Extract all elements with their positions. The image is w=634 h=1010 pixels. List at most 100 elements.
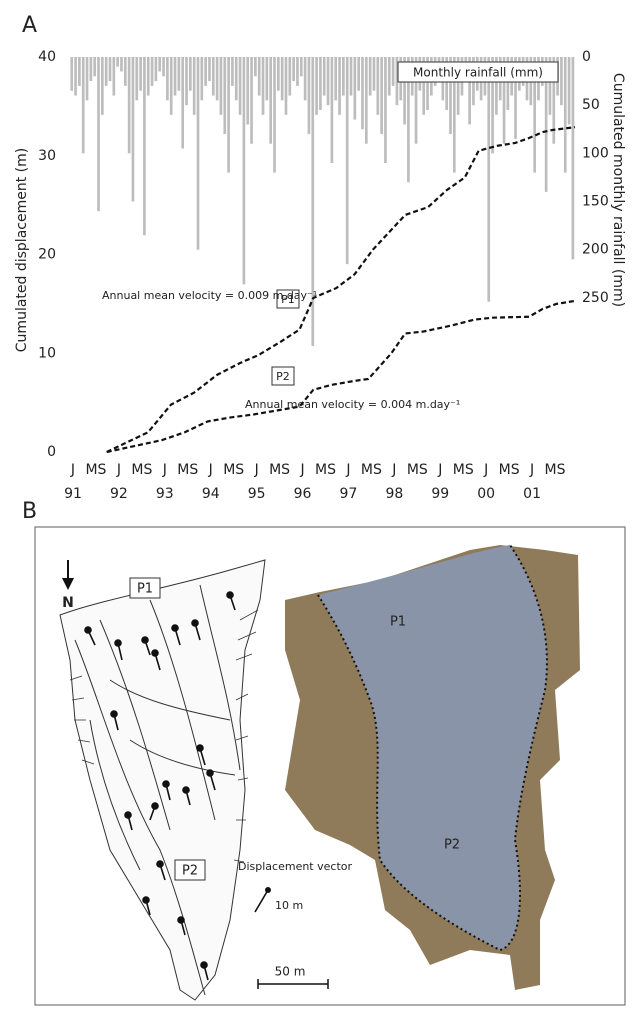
x-tick-label: MS xyxy=(177,462,198,478)
rain-bar xyxy=(89,57,93,82)
rain-bar xyxy=(560,57,563,106)
rain-bar xyxy=(319,57,322,110)
landslide-boundary xyxy=(317,544,548,952)
rain-bar xyxy=(143,57,146,236)
year-label: 00 xyxy=(477,486,495,502)
x-tick-label: MS xyxy=(361,462,382,478)
sketch-map xyxy=(59,559,266,1001)
rain-bar xyxy=(211,57,215,96)
year-label: 01 xyxy=(523,486,541,502)
rain-bar xyxy=(345,57,349,265)
rain-bar xyxy=(563,57,567,173)
y2-tick-label: 150 xyxy=(582,194,609,210)
rain-bar xyxy=(426,57,429,110)
label-box xyxy=(174,859,206,881)
rain-bar xyxy=(135,57,139,101)
year-label: 94 xyxy=(202,486,220,502)
x-tick-label: J xyxy=(437,462,442,478)
legend-scale: 10 m xyxy=(275,899,303,912)
x-tick-label: MS xyxy=(407,462,428,478)
x-tick-label: MS xyxy=(131,462,152,478)
rain-bar xyxy=(552,57,556,144)
rain-bar xyxy=(261,57,265,115)
rain-bar xyxy=(208,57,211,82)
rain-bar xyxy=(200,57,204,101)
y2-tick-label: 100 xyxy=(582,145,609,161)
rain-bar xyxy=(330,57,334,163)
y2-axis-title: Cumulated monthly rainfall (mm) xyxy=(610,73,626,307)
north-arrow-head xyxy=(62,578,74,590)
panel-b: N P1 P2 P1 P2 Displacement vector 10 m 5… xyxy=(34,526,626,1006)
rain-bar xyxy=(353,57,357,120)
rain-bar xyxy=(204,57,207,86)
rain-bar xyxy=(357,57,361,91)
rain-bar xyxy=(181,57,185,149)
year-label: 95 xyxy=(248,486,266,502)
rain-bar xyxy=(127,57,131,154)
rain-bar xyxy=(322,57,326,96)
rain-bar xyxy=(299,57,303,77)
year-label: 91 xyxy=(64,486,82,502)
rain-bar xyxy=(246,57,250,125)
rain-bar xyxy=(380,57,383,135)
x-tick-label: MS xyxy=(223,462,244,478)
rain-bar xyxy=(162,57,165,77)
rain-bar xyxy=(166,57,169,101)
legend-label: Monthly rainfall (mm) xyxy=(413,66,543,80)
y-tick-label: 0 xyxy=(47,444,56,460)
x-tick-label: J xyxy=(116,462,121,478)
rain-bar xyxy=(544,57,548,192)
rain-bar xyxy=(452,57,456,173)
series-label: P2 xyxy=(276,370,290,383)
rain-bar xyxy=(334,57,338,101)
rain-bar xyxy=(85,57,89,101)
displacement-line xyxy=(106,126,576,453)
y2-tick-label: 200 xyxy=(582,242,609,258)
rain-bar xyxy=(93,57,97,77)
y-axis-title: Cumulated displacement (m) xyxy=(14,148,30,352)
label-box xyxy=(129,577,161,599)
rain-bar xyxy=(104,57,108,86)
series-label-box xyxy=(271,366,295,386)
x-tick-label: J xyxy=(254,462,259,478)
rain-bar xyxy=(223,57,227,135)
rain-bar xyxy=(284,57,288,115)
rain-bar xyxy=(108,57,112,82)
series-label-box xyxy=(276,289,300,309)
rain-bar xyxy=(227,57,230,173)
rain-bar xyxy=(116,57,119,67)
y-tick-label: 40 xyxy=(38,49,56,65)
legend-vector-head xyxy=(265,887,271,893)
legend-vector xyxy=(254,889,269,913)
rain-bar xyxy=(254,57,257,77)
year-label: 98 xyxy=(385,486,403,502)
x-tick-label: J xyxy=(208,462,213,478)
x-tick-label: MS xyxy=(545,462,566,478)
y2-tick-label: 50 xyxy=(582,97,600,113)
y-tick-label: 10 xyxy=(38,345,56,361)
rain-bar xyxy=(395,57,399,106)
rain-bar xyxy=(403,57,406,125)
rain-bar xyxy=(548,57,552,115)
rain-bar xyxy=(97,57,100,212)
rain-bar xyxy=(234,57,238,101)
rain-bar xyxy=(78,57,81,86)
north-label: N xyxy=(62,595,74,611)
rain-bar xyxy=(257,57,261,96)
rain-bar xyxy=(384,57,387,163)
rain-bar xyxy=(307,57,311,135)
panel-label: B xyxy=(22,499,37,524)
rain-bar xyxy=(188,57,192,91)
rain-bar xyxy=(196,57,200,250)
rain-bar xyxy=(487,57,491,302)
x-tick-label: J xyxy=(483,462,488,478)
x-tick-label: MS xyxy=(269,462,290,478)
rain-bar xyxy=(269,57,273,144)
rain-bar xyxy=(391,57,395,86)
annotation: Annual mean velocity = 0.004 m.day⁻¹ xyxy=(245,398,460,411)
rain-bar xyxy=(303,57,307,101)
rain-bar xyxy=(326,57,330,106)
year-label: 92 xyxy=(110,486,128,502)
rain-bar xyxy=(280,57,284,101)
